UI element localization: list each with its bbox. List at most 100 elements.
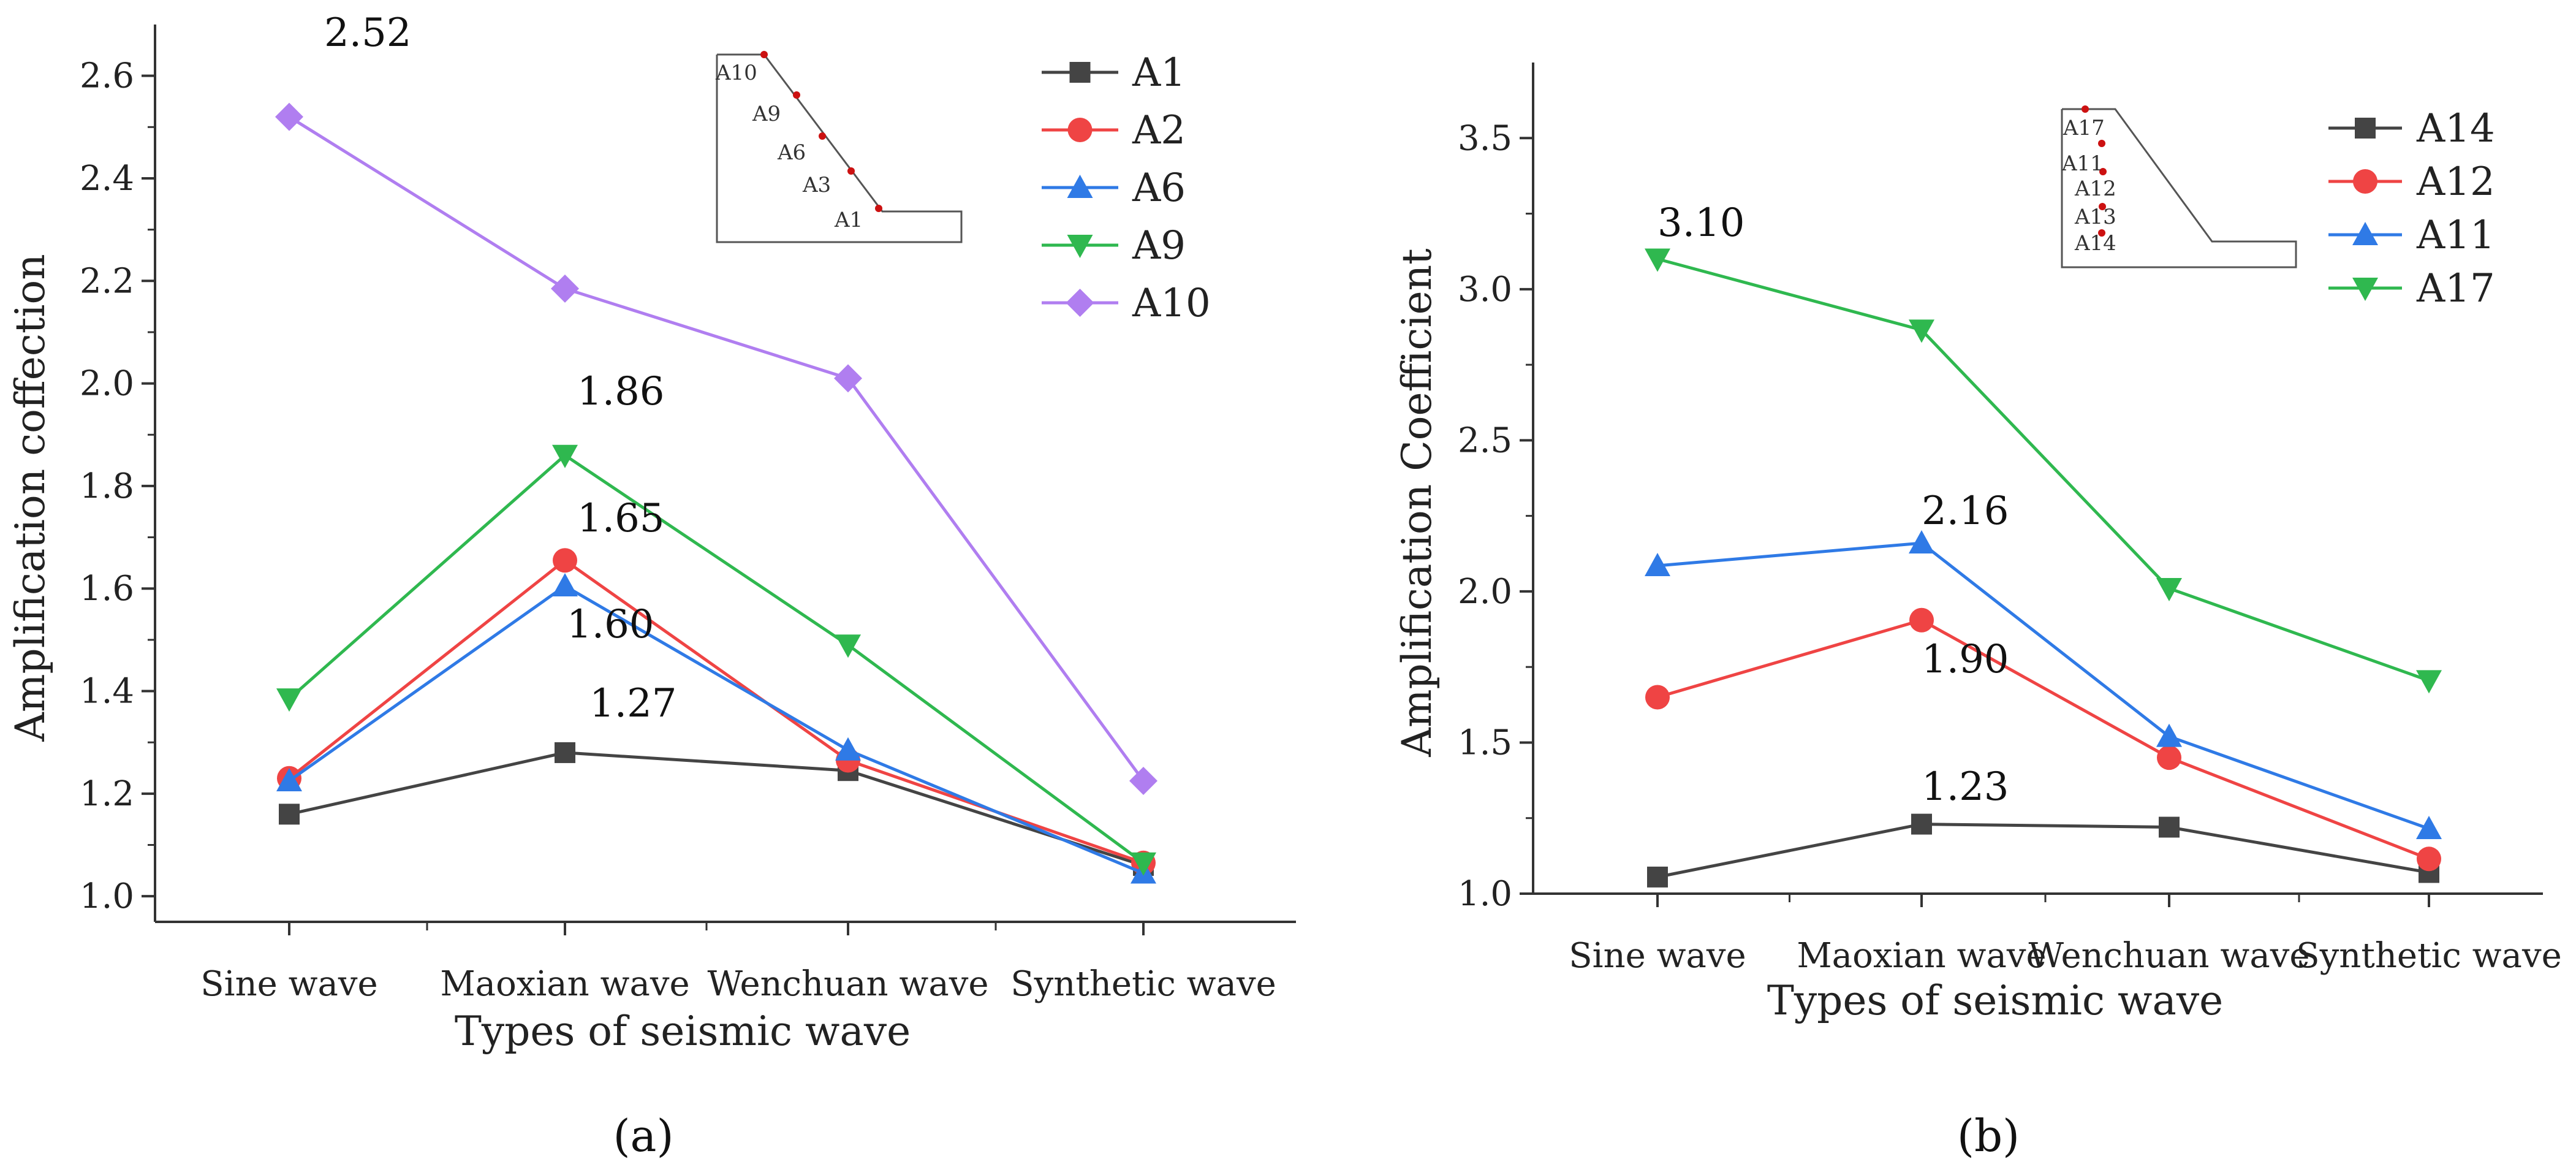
x-axis-title: Types of seismic wave: [455, 1008, 911, 1055]
legend-marker-a12: [2353, 169, 2377, 194]
y-tick-label: 1.5: [1458, 723, 1512, 762]
inset-monitor-dot: [2082, 105, 2089, 113]
data-point-a14: [1911, 813, 1932, 835]
data-label: 1.23: [1922, 764, 2009, 810]
data-point-a11: [2416, 815, 2442, 839]
series-line-a11: [1657, 541, 2430, 831]
y-tick-label: 1.0: [80, 876, 134, 916]
chart-panel-a: 1.0 1.2 1.4 1.6 1.8 2.0 2.2 2.4 2.6 Sine wave Maox…: [7, 10, 1296, 1162]
x-tick-label: Wenchuan wave: [2028, 936, 2309, 976]
series-line-a6: [288, 584, 1144, 875]
data-point-a17: [2416, 670, 2442, 694]
data-point-a14: [1647, 866, 1668, 888]
inset-point-label: A14: [2074, 231, 2116, 256]
y-tick-label: 2.4: [80, 159, 134, 199]
legend-label-a2: A2: [1132, 108, 1186, 153]
legend-label-a11: A11: [2416, 213, 2495, 258]
inset-monitor-dot: [2099, 203, 2106, 210]
x-tick-label: Synthetic wave: [1010, 964, 1276, 1004]
inset-point-label: A11: [2061, 151, 2104, 176]
data-point-a6: [552, 573, 578, 597]
y-tick-label: 1.6: [80, 569, 134, 609]
y-tick-label: 3.5: [1458, 118, 1512, 158]
legend-label-a17: A17: [2416, 266, 2495, 311]
x-tick-label: Wenchuan wave: [707, 964, 988, 1004]
data-point-a12: [1645, 685, 1670, 710]
x-tick-label: Sine wave: [200, 964, 377, 1004]
panel-caption: (b): [1957, 1110, 2020, 1162]
y-axis-title: Amplification coffection: [7, 254, 54, 742]
inset-monitor-dot: [2098, 229, 2105, 237]
data-point-a6: [276, 767, 302, 791]
series-line-a9: [288, 453, 1145, 864]
series-line-a12: [1657, 618, 2430, 861]
inset-monitor-dot: [760, 51, 768, 58]
data-point-a11: [1645, 552, 1670, 576]
data-label: 3.10: [1657, 200, 1745, 246]
series-line-a10: [288, 115, 1145, 782]
series-line-a1: [289, 751, 1144, 867]
inset-point-label: A10: [715, 61, 757, 85]
x-tick-label: Maoxian wave: [1797, 936, 2046, 976]
data-point-a10: [834, 364, 862, 393]
x-tick-label: Synthetic wave: [2296, 936, 2561, 976]
data-point-a17: [2156, 577, 2182, 601]
inset-monitor-dot: [819, 132, 826, 140]
inset-point-label: A17: [2063, 116, 2105, 140]
data-label: 2.16: [1922, 489, 2009, 534]
data-point-a12: [1909, 607, 1934, 633]
y-tick-label: 2.6: [80, 56, 134, 96]
y-axis-title: Amplification Coefficient: [1393, 248, 1441, 757]
data-label: 1.27: [589, 681, 677, 726]
data-point-a10: [1129, 766, 1157, 795]
x-tick-label: Maoxian wave: [440, 964, 689, 1004]
legend-marker-a6: [1067, 175, 1093, 198]
y-tick-label: 2.5: [1458, 420, 1512, 460]
data-point-a12: [2417, 846, 2441, 872]
data-point-a17: [1909, 319, 1934, 343]
data-point-a9: [1131, 852, 1156, 876]
y-tick-label: 1.8: [80, 466, 134, 506]
data-point-a17: [1645, 248, 1670, 272]
legend-marker-a17: [2352, 278, 2378, 301]
inset-point-label: A3: [802, 173, 831, 197]
x-tick-label: Sine wave: [1569, 936, 1746, 976]
legend-marker-a1: [1069, 62, 1091, 83]
data-point-a1: [279, 804, 300, 825]
data-point-a10: [275, 102, 303, 131]
y-tick-label: 1.0: [1458, 874, 1512, 914]
data-point-a6: [835, 737, 861, 761]
inset-monitor-dot: [793, 91, 800, 99]
inset-point-label: A6: [777, 140, 806, 165]
y-tick-label: 2.0: [80, 364, 134, 404]
legend-marker-a2: [1067, 118, 1093, 142]
legend-label-a10: A10: [1132, 281, 1211, 326]
legend-label-a6: A6: [1132, 165, 1186, 211]
series-line-a17: [1657, 257, 2430, 682]
series-line-a14: [1657, 823, 2430, 879]
data-label: 2.52: [324, 10, 412, 56]
inset-point-label: A9: [752, 102, 781, 126]
y-tick-label: 3.0: [1458, 270, 1512, 310]
inset-slope-outline: [2061, 108, 2297, 268]
data-point-a9: [552, 444, 578, 468]
inset-point-label: A13: [2074, 205, 2116, 229]
data-point-a9: [276, 688, 302, 712]
data-point-a9: [835, 634, 861, 658]
inset-monitor-dot: [2099, 168, 2107, 175]
data-label: 1.60: [567, 602, 654, 647]
data-point-a12: [2157, 745, 2181, 770]
legend-marker-a11: [2352, 222, 2378, 245]
data-point-a10: [551, 274, 579, 303]
inset-monitor-dot: [847, 167, 855, 175]
y-tick-label: 1.4: [80, 672, 134, 712]
data-label: 1.65: [577, 496, 665, 541]
chart-panel-b: 1.0 1.5 2.0 2.5 3.0 3.5 Sine wave Maoxian waveW…: [1393, 63, 2562, 1162]
legend-marker-a10: [1066, 289, 1094, 317]
inset-point-label: A1: [834, 208, 863, 232]
legend-label-a1: A1: [1132, 50, 1186, 96]
legend-label-a14: A14: [2416, 106, 2495, 151]
inset-point-label: A12: [2074, 177, 2116, 201]
x-axis-title: Types of seismic wave: [1767, 977, 2223, 1024]
